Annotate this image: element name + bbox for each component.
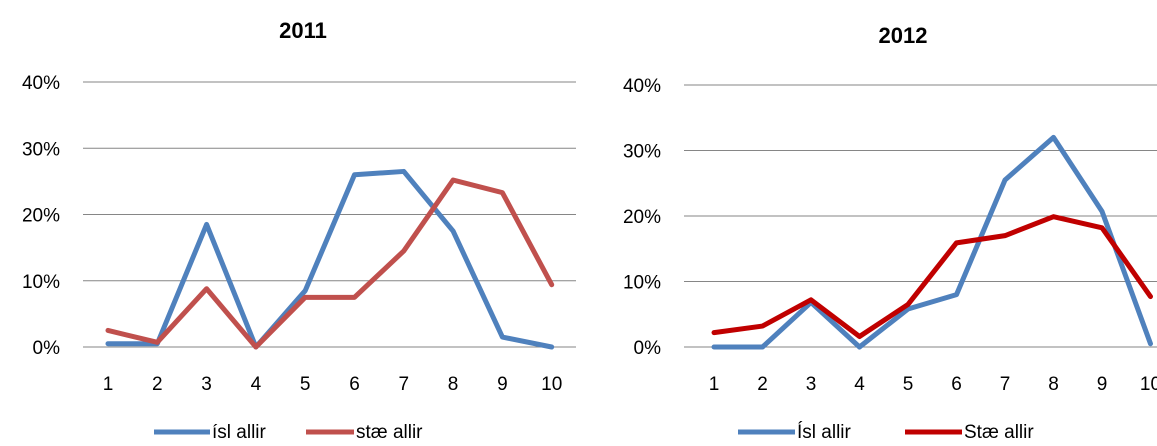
x-tick-label: 7 <box>399 374 410 395</box>
x-tick-label: 8 <box>1048 374 1059 395</box>
series-line-1 <box>711 134 1153 350</box>
x-tick-label: 4 <box>251 374 262 395</box>
series-line-1 <box>105 168 555 350</box>
x-tick-label: 5 <box>903 374 914 395</box>
x-tick-label: 9 <box>497 374 508 395</box>
series-line-2 <box>711 214 1153 340</box>
chart-title: 2012 <box>879 23 928 48</box>
x-tick-label: 7 <box>1000 374 1011 395</box>
x-tick-label: 3 <box>806 374 817 395</box>
y-tick-label: 10% <box>623 273 661 294</box>
series-line-2 <box>105 177 555 350</box>
y-tick-label: 0% <box>634 338 662 359</box>
y-tick-label: 0% <box>33 338 61 359</box>
x-tick-label: 6 <box>349 374 360 395</box>
x-tick-label: 2 <box>757 374 768 395</box>
x-tick-label: 6 <box>951 374 962 395</box>
chart-title: 2011 <box>279 18 327 43</box>
x-tick-label: 5 <box>300 374 311 395</box>
x-tick-label: 1 <box>103 374 114 395</box>
x-tick-label: 1 <box>709 374 720 395</box>
legend-label: ísl allir <box>212 422 267 443</box>
x-tick-label: 3 <box>201 374 212 395</box>
y-tick-label: 40% <box>22 73 60 94</box>
y-tick-label: 20% <box>22 206 60 227</box>
x-tick-label: 8 <box>448 374 459 395</box>
y-tick-label: 20% <box>623 207 661 228</box>
x-tick-label: 10 <box>1140 374 1157 395</box>
legend-label: Stæ allir <box>964 422 1034 443</box>
x-tick-label: 2 <box>152 374 163 395</box>
y-tick-label: 40% <box>623 76 661 97</box>
legend-label: stæ allir <box>356 422 423 443</box>
y-tick-label: 30% <box>22 139 60 160</box>
x-tick-label: 10 <box>541 374 562 395</box>
legend-label: Ísl allir <box>797 422 852 443</box>
x-tick-label: 9 <box>1097 374 1108 395</box>
x-tick-label: 4 <box>854 374 865 395</box>
y-tick-label: 10% <box>22 272 60 293</box>
y-tick-label: 30% <box>623 142 661 163</box>
